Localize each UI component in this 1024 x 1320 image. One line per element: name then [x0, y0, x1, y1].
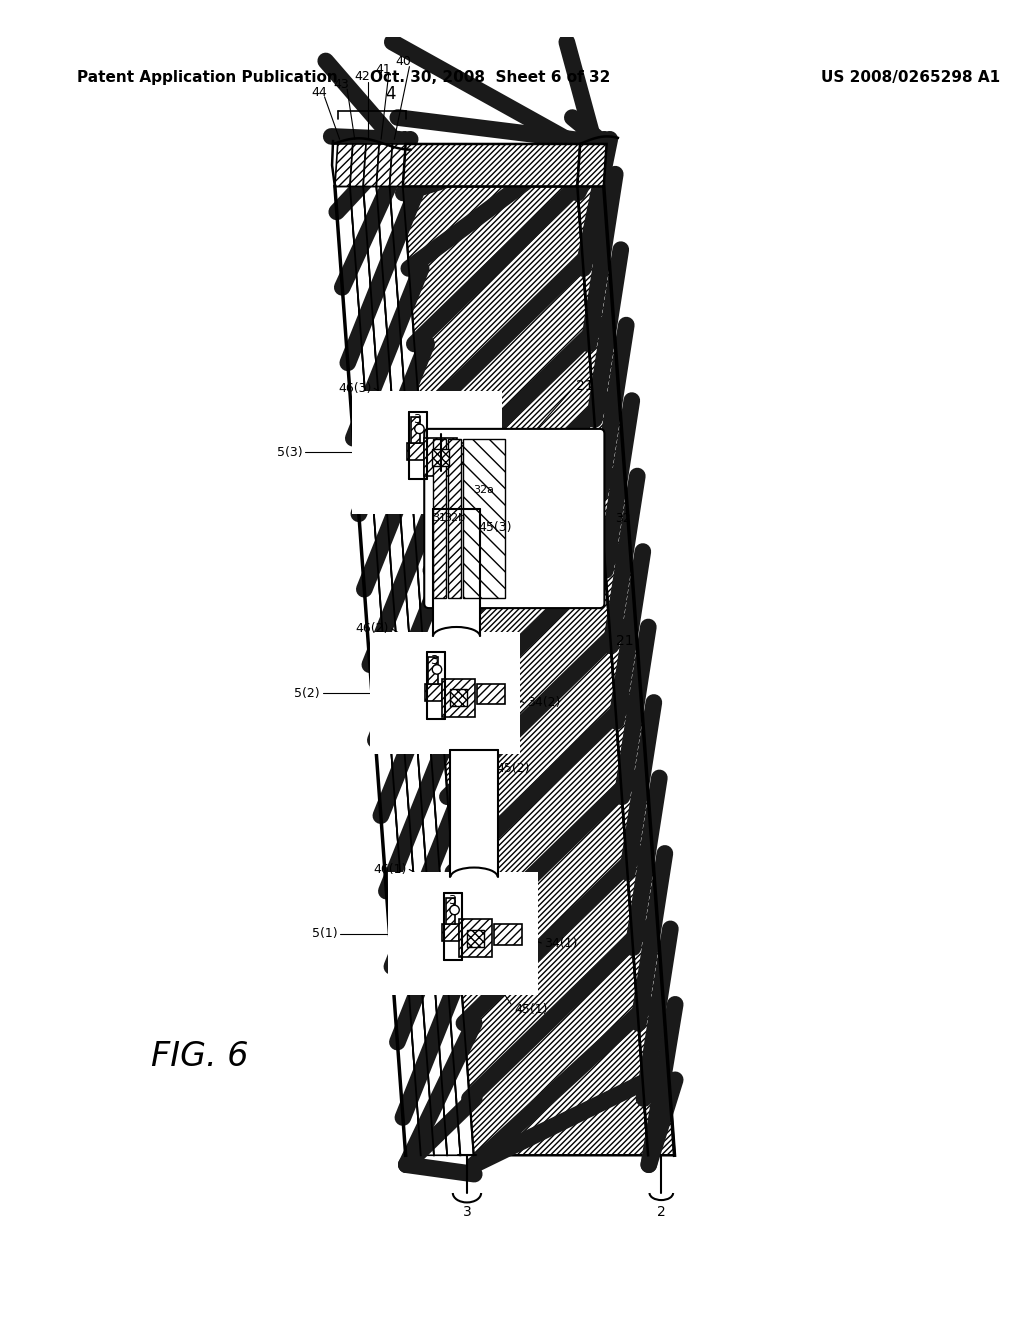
Polygon shape: [444, 894, 462, 960]
Polygon shape: [364, 186, 447, 1155]
Text: 46(3): 46(3): [338, 381, 372, 395]
Bar: [446, 898, 456, 924]
Polygon shape: [370, 632, 520, 754]
Polygon shape: [335, 144, 353, 186]
Polygon shape: [433, 510, 480, 636]
Text: 42: 42: [354, 70, 370, 83]
Text: 5(3): 5(3): [276, 446, 302, 459]
Polygon shape: [429, 433, 600, 603]
Bar: [495, 924, 522, 945]
Polygon shape: [335, 186, 421, 1155]
Bar: [442, 924, 460, 941]
Text: 43: 43: [334, 78, 349, 91]
Text: 46(1): 46(1): [373, 863, 407, 876]
Text: Patent Application Publication: Patent Application Publication: [78, 70, 338, 86]
Text: 32b: 32b: [443, 513, 465, 524]
Text: 21: 21: [615, 634, 634, 648]
Bar: [424, 438, 457, 477]
Text: 31: 31: [432, 513, 446, 524]
Text: 34(2): 34(2): [526, 696, 560, 709]
Polygon shape: [402, 186, 648, 1155]
Polygon shape: [364, 144, 379, 186]
Polygon shape: [389, 186, 473, 1155]
Text: Oct. 30, 2008  Sheet 6 of 32: Oct. 30, 2008 Sheet 6 of 32: [370, 70, 610, 86]
Polygon shape: [578, 186, 675, 1155]
Bar: [463, 440, 506, 598]
Polygon shape: [350, 186, 434, 1155]
Bar: [433, 440, 445, 598]
Polygon shape: [377, 186, 461, 1155]
Polygon shape: [377, 144, 392, 186]
Polygon shape: [578, 144, 606, 186]
Text: 34(1): 34(1): [544, 936, 578, 949]
Polygon shape: [387, 873, 538, 995]
Text: 3: 3: [447, 894, 456, 907]
Text: 3: 3: [413, 413, 421, 426]
Bar: [476, 684, 505, 705]
Text: 3: 3: [463, 1205, 471, 1218]
Text: 41: 41: [375, 63, 391, 77]
Text: 46(2): 46(2): [355, 622, 389, 635]
Text: 45(1): 45(1): [514, 1003, 548, 1015]
Text: 32: 32: [615, 512, 631, 525]
Text: 44: 44: [311, 86, 327, 99]
Text: 45(3): 45(3): [479, 521, 512, 535]
Polygon shape: [451, 750, 498, 876]
Bar: [459, 444, 487, 463]
Circle shape: [450, 906, 460, 915]
Text: 45(2): 45(2): [497, 762, 529, 775]
Polygon shape: [427, 652, 444, 719]
Text: FIG. 6: FIG. 6: [151, 1040, 249, 1073]
Text: 2: 2: [657, 1205, 666, 1218]
Bar: [432, 449, 450, 466]
Polygon shape: [352, 391, 503, 513]
Text: US 2008/0265298 A1: US 2008/0265298 A1: [820, 70, 999, 86]
Text: 5(1): 5(1): [312, 927, 338, 940]
Text: 5(2): 5(2): [294, 686, 321, 700]
Bar: [450, 689, 467, 706]
Circle shape: [432, 665, 441, 675]
Bar: [447, 440, 461, 598]
FancyBboxPatch shape: [424, 429, 604, 609]
Bar: [467, 929, 484, 946]
Text: 21: 21: [575, 379, 593, 393]
Bar: [441, 678, 475, 717]
Polygon shape: [350, 144, 366, 186]
Polygon shape: [409, 412, 427, 479]
Polygon shape: [389, 144, 406, 186]
Bar: [425, 684, 441, 701]
Text: 4: 4: [385, 84, 396, 103]
Bar: [408, 444, 424, 459]
Text: 32a: 32a: [474, 486, 495, 495]
Circle shape: [415, 424, 424, 433]
Text: 3: 3: [430, 653, 438, 667]
Bar: [460, 920, 493, 957]
Bar: [411, 417, 421, 444]
Text: 40: 40: [396, 55, 412, 69]
Bar: [428, 657, 438, 684]
Polygon shape: [402, 144, 581, 186]
